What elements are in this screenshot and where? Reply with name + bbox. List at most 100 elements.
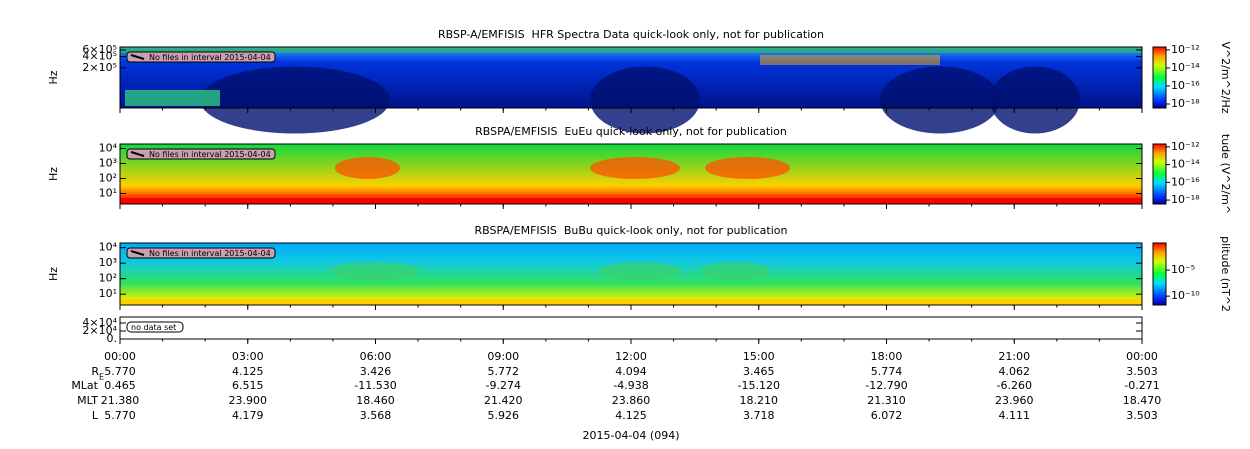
x-tick-label: 03:00	[232, 350, 264, 363]
ephemeris-value: 6.515	[232, 379, 264, 392]
y-axis-label: Hz	[47, 70, 60, 84]
texture	[120, 299, 1142, 305]
texture	[330, 262, 420, 280]
colorbar-tick-label: 10⁻¹⁶	[1171, 79, 1200, 92]
x-tick-label: 12:00	[615, 350, 647, 363]
ephemeris-value: -0.271	[1124, 379, 1159, 392]
y-tick-label: 6×10⁵	[82, 43, 117, 56]
colorbar-tick-label: 10⁻¹⁸	[1171, 97, 1200, 110]
annotation-box	[126, 247, 276, 259]
y-tick-label: 4×10⁴	[82, 316, 117, 329]
y-tick-label: 2×10⁵	[82, 61, 117, 74]
texture	[200, 66, 390, 134]
colorbar-tick-label: 10⁻¹⁴	[1171, 158, 1200, 171]
x-tick-label: 09:00	[487, 350, 519, 363]
colorbar-label: V^2/m^2/Hz	[1219, 41, 1232, 113]
ephemeris-value: 3.465	[743, 365, 775, 378]
x-axis-label: 2015-04-04 (094)	[582, 429, 679, 442]
annotation: No files in interval 2015-04-04	[149, 249, 271, 258]
texture	[880, 66, 1000, 134]
x-tick-label: 06:00	[360, 350, 392, 363]
ephemeris-value: -9.274	[486, 379, 521, 392]
ephemeris-value: 18.460	[356, 394, 395, 407]
ephemeris-value: 21.310	[867, 394, 906, 407]
colorbar-label: plitude (nT^2	[1219, 236, 1232, 312]
ephemeris-value: 21.420	[484, 394, 523, 407]
ephemeris-value: 5.772	[488, 365, 520, 378]
x-tick-label: 21:00	[998, 350, 1030, 363]
y-tick-label: 10²	[99, 172, 117, 185]
annotation-icon	[130, 54, 145, 60]
panel-title: RBSPA/EMFISIS EuEu quick-look only, not …	[475, 125, 787, 138]
colorbar-tick-label: 10⁻¹²	[1171, 140, 1200, 153]
annotation-box	[126, 321, 184, 333]
ephemeris-value: 23.960	[995, 394, 1034, 407]
annotation-box	[126, 148, 276, 160]
x-tick-label: 15:00	[743, 350, 775, 363]
texture	[700, 262, 770, 280]
panel-title: RBSP-A/EMFISIS HFR Spectra Data quick-lo…	[438, 28, 824, 41]
ephemeris-label: R	[91, 365, 99, 378]
plot-area	[120, 317, 1142, 339]
y-axis-label: Hz	[47, 167, 60, 181]
texture	[705, 157, 790, 179]
colorbar-tick-label: 10⁻⁵	[1171, 263, 1195, 276]
ephemeris-label: L	[92, 409, 99, 422]
ephemeris-subscript: E	[99, 373, 104, 382]
ephemeris-value: 3.503	[1126, 365, 1158, 378]
colorbar-tick-label: 10⁻¹⁸	[1171, 193, 1200, 206]
ephemeris-value: 5.926	[488, 409, 520, 422]
y-tick-label: 10³	[99, 256, 117, 269]
texture	[335, 157, 400, 179]
ephemeris-value: 4.111	[999, 409, 1031, 422]
texture	[760, 55, 940, 65]
ephemeris-value: 6.072	[871, 409, 903, 422]
ephemeris-value: -11.530	[354, 379, 396, 392]
ephemeris-value: 18.470	[1123, 394, 1162, 407]
colorbar	[1152, 242, 1167, 306]
x-tick-label: 00:00	[104, 350, 136, 363]
y-axis-label: Hz	[47, 267, 60, 281]
annotation: No files in interval 2015-04-04	[149, 53, 271, 62]
y-tick-label: 10³	[99, 157, 117, 170]
ephemeris-value: 4.062	[999, 365, 1031, 378]
ephemeris-value: 3.503	[1126, 409, 1158, 422]
annotation-icon	[130, 250, 145, 256]
y-tick-label: 10⁴	[99, 142, 118, 155]
y-tick-label: 10⁴	[99, 241, 118, 254]
ephemeris-label: MLat	[71, 379, 98, 392]
ephemeris-value: 4.125	[615, 409, 647, 422]
annotation-icon	[130, 151, 145, 157]
ephemeris-value: -4.938	[613, 379, 648, 392]
y-tick-label: 2×10⁴	[82, 324, 117, 337]
y-tick-label: 10¹	[99, 187, 117, 200]
annotation-box	[126, 51, 276, 63]
ephemeris-value: 5.774	[871, 365, 903, 378]
texture	[990, 66, 1080, 134]
ephemeris-value: 3.568	[360, 409, 392, 422]
ephemeris-value: -6.260	[997, 379, 1032, 392]
ephemeris-value: -15.120	[738, 379, 780, 392]
texture	[120, 198, 1142, 204]
colorbar-tick-label: 10⁻¹⁶	[1171, 175, 1200, 188]
annotation: no data set	[131, 323, 176, 332]
x-tick-label: 18:00	[871, 350, 903, 363]
y-tick-label: 0.	[107, 332, 118, 345]
ephemeris-value: 5.770	[104, 365, 136, 378]
ephemeris-value: 3.718	[743, 409, 775, 422]
ephemeris-value: 23.900	[229, 394, 268, 407]
texture	[590, 157, 680, 179]
colorbar-tick-label: 10⁻¹⁰	[1171, 289, 1200, 302]
y-tick-label: 10¹	[99, 287, 117, 300]
ephemeris-value: 23.860	[612, 394, 651, 407]
colorbar-tick-label: 10⁻¹²	[1171, 43, 1200, 56]
texture	[120, 47, 1142, 53]
texture	[590, 66, 700, 134]
y-tick-label: 10²	[99, 272, 117, 285]
ephemeris-value: 21.380	[101, 394, 140, 407]
ephemeris-value: 3.426	[360, 365, 392, 378]
colorbar-tick-label: 10⁻¹⁴	[1171, 61, 1200, 74]
ephemeris-value: 4.094	[615, 365, 647, 378]
ephemeris-label: MLT	[77, 394, 98, 407]
